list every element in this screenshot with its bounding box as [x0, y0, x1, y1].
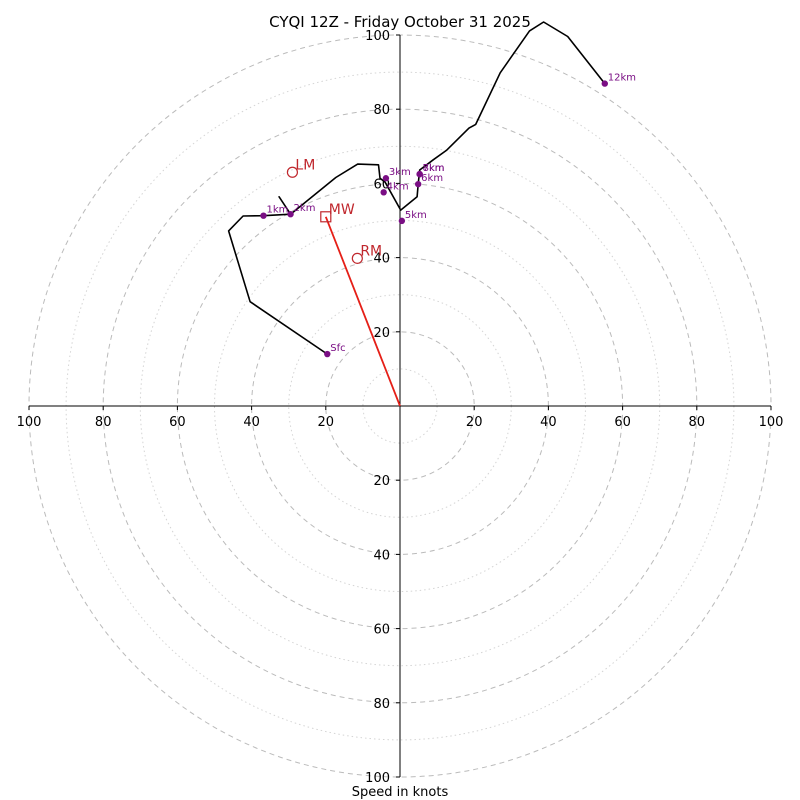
- height-marker-label: Sfc: [330, 343, 345, 354]
- height-marker-label: 8km: [423, 163, 445, 174]
- x-tick-label: 60: [169, 415, 186, 430]
- storm-motion-markers: LM MW RM: [286, 157, 382, 264]
- x-tick-label: 100: [17, 415, 42, 430]
- mean-wind-line: [324, 216, 401, 407]
- x-tick-label: 100: [759, 415, 784, 430]
- y-tick-label: 20: [373, 326, 390, 341]
- x-tick-label: 20: [466, 415, 483, 430]
- height-marker-dot: [287, 210, 294, 218]
- y-tick-label: 40: [373, 252, 390, 267]
- storm-motion-label-rm: RM: [360, 243, 382, 259]
- x-axis-label: Speed in knots: [352, 785, 449, 800]
- y-tick-label: 100: [365, 29, 390, 44]
- height-marker-label: 7km: [423, 163, 445, 174]
- hodograph-line: [227, 21, 606, 355]
- storm-motion-label-lm: LM: [295, 157, 315, 173]
- x-tick-label: 40: [540, 415, 557, 430]
- height-marker-label: 5km: [405, 210, 427, 221]
- height-marker-label: 3km: [389, 167, 411, 178]
- height-marker-dot: [414, 180, 422, 188]
- height-marker-label: 1km: [266, 205, 288, 216]
- mean-wind-vector: [324, 216, 401, 407]
- height-marker-dot: [416, 170, 423, 178]
- height-marker-dot: [324, 350, 331, 358]
- height-marker-label: 4km: [387, 181, 409, 192]
- storm-motion-marker-mw: [320, 211, 332, 223]
- height-marker-dot: [382, 175, 390, 182]
- height-marker-dot: [260, 212, 267, 219]
- y-tick-label: 20: [373, 474, 390, 489]
- x-tick-label: 40: [243, 415, 260, 430]
- y-tick-label: 80: [373, 697, 390, 712]
- storm-motion-marker-lm: [286, 166, 299, 178]
- height-marker-dot: [380, 189, 387, 196]
- storm-motion-marker-rm: [351, 252, 363, 264]
- y-tick-label: 80: [373, 103, 390, 118]
- y-tick-label: 40: [373, 548, 390, 563]
- x-tick-label: 80: [689, 415, 706, 430]
- storm-motion-label-mw: MW: [329, 202, 355, 218]
- chart-title: CYQI 12Z - Friday October 31 2025: [269, 13, 531, 31]
- height-marker-dot: [398, 217, 406, 225]
- height-marker-label: 6km: [421, 173, 443, 184]
- x-tick-label: 80: [95, 415, 112, 430]
- height-marker-label: 2km: [294, 203, 316, 214]
- hodograph-trace: [227, 21, 606, 355]
- height-marker-dot: [601, 80, 608, 87]
- y-tick-label: 60: [373, 623, 390, 638]
- x-tick-label: 20: [318, 415, 335, 430]
- x-tick-label: 60: [614, 415, 631, 430]
- tick-labels: 100 80 60 40 20 20 40 60 80 100100806040202040608…: [17, 29, 784, 786]
- height-marker-label: 12km: [608, 73, 636, 84]
- y-tick-label: 100: [365, 771, 390, 786]
